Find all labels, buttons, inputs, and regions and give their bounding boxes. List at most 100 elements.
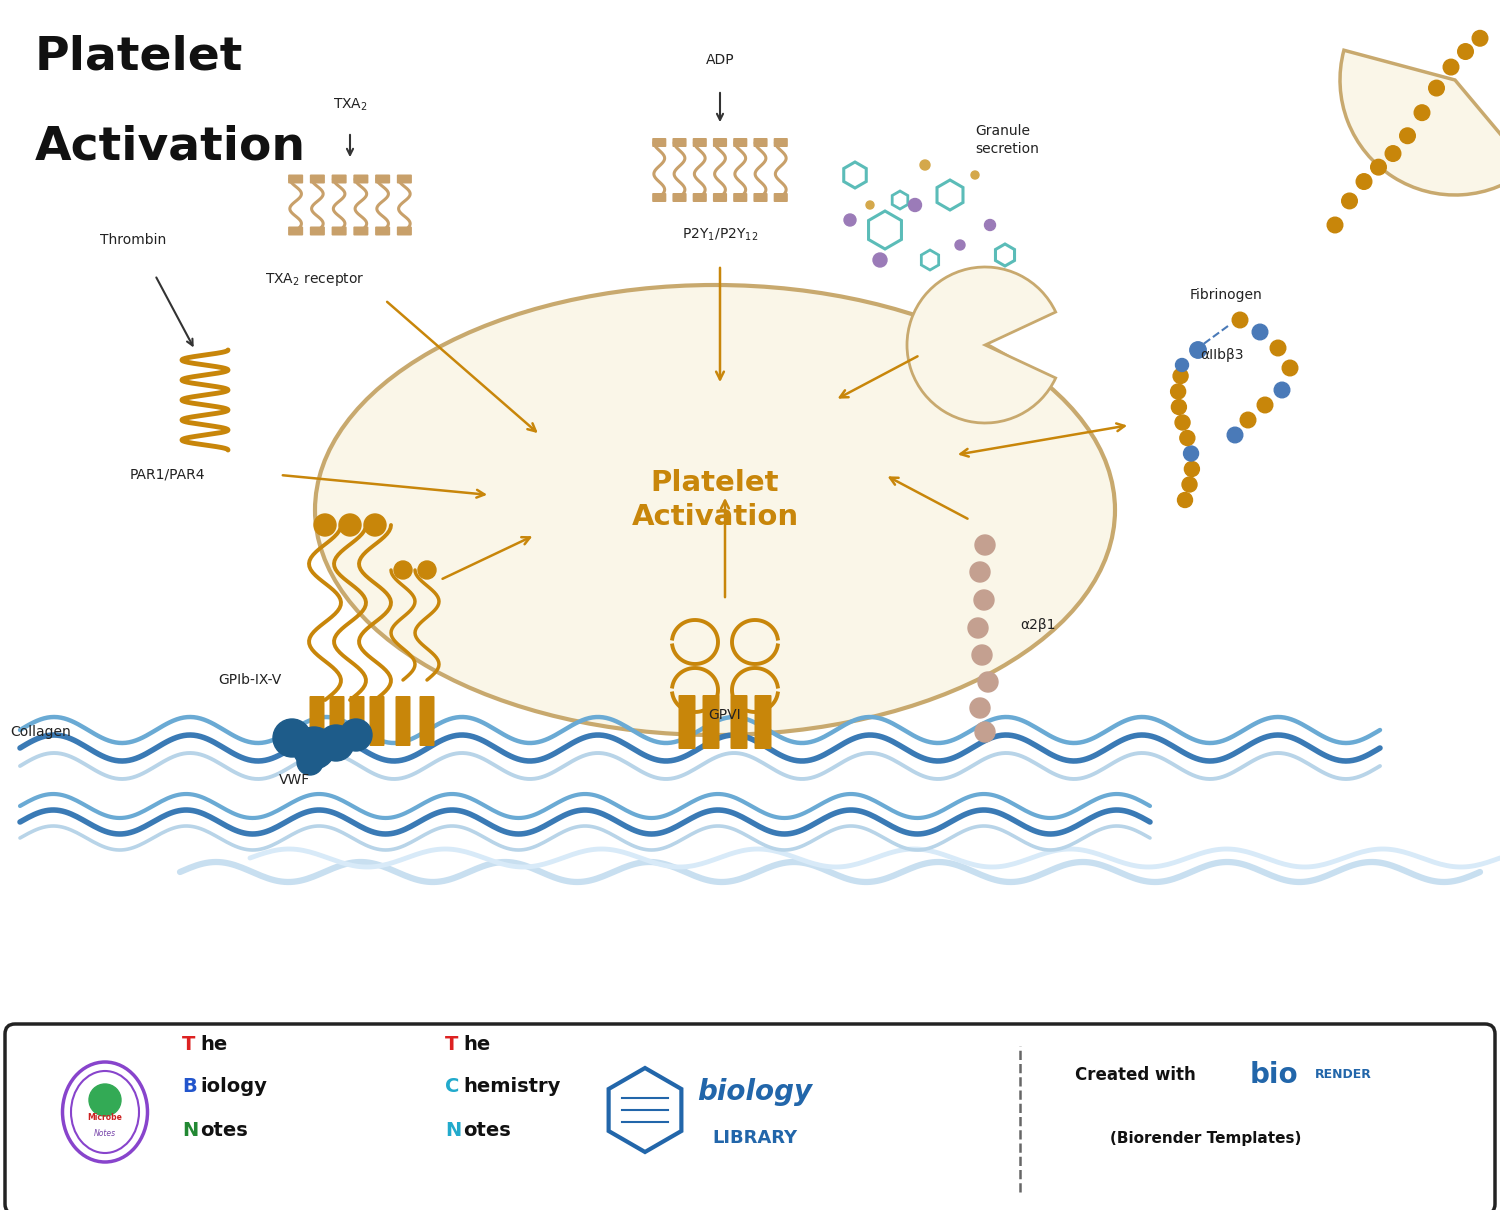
FancyBboxPatch shape [693, 194, 706, 202]
Circle shape [970, 561, 990, 582]
Text: C: C [446, 1077, 459, 1096]
Circle shape [970, 171, 980, 179]
FancyBboxPatch shape [420, 696, 435, 747]
Circle shape [873, 253, 886, 267]
Circle shape [1232, 312, 1248, 328]
FancyBboxPatch shape [310, 174, 326, 184]
Circle shape [1472, 30, 1488, 46]
FancyBboxPatch shape [309, 696, 324, 747]
Circle shape [975, 722, 994, 742]
Text: Platelet
Activation: Platelet Activation [632, 468, 798, 531]
Circle shape [314, 514, 336, 536]
FancyBboxPatch shape [774, 138, 788, 146]
Circle shape [1328, 218, 1342, 232]
FancyBboxPatch shape [310, 226, 326, 236]
Text: αIIbβ3: αIIbβ3 [1200, 348, 1243, 362]
Text: GPIb-IX-V: GPIb-IX-V [219, 673, 282, 687]
Circle shape [339, 514, 362, 536]
FancyBboxPatch shape [398, 174, 412, 184]
FancyBboxPatch shape [330, 696, 345, 747]
Ellipse shape [63, 1062, 147, 1162]
Circle shape [909, 198, 921, 212]
Circle shape [1257, 397, 1274, 413]
Text: Platelet: Platelet [34, 35, 243, 80]
FancyBboxPatch shape [753, 194, 768, 202]
Text: bio: bio [1250, 1061, 1299, 1089]
Text: otes: otes [464, 1120, 510, 1140]
Text: he: he [464, 1035, 490, 1054]
Text: B: B [182, 1077, 196, 1096]
Circle shape [984, 219, 996, 230]
FancyBboxPatch shape [375, 174, 390, 184]
Text: iology: iology [200, 1077, 267, 1096]
Circle shape [1174, 415, 1190, 430]
Circle shape [1172, 399, 1186, 415]
FancyBboxPatch shape [4, 1024, 1496, 1210]
Text: GPVI: GPVI [708, 708, 741, 722]
Circle shape [1180, 431, 1196, 445]
FancyBboxPatch shape [350, 696, 364, 747]
Text: PAR1/PAR4: PAR1/PAR4 [130, 468, 206, 482]
Circle shape [273, 719, 310, 757]
FancyBboxPatch shape [375, 226, 390, 236]
FancyBboxPatch shape [774, 194, 788, 202]
Ellipse shape [315, 286, 1114, 734]
Circle shape [1176, 358, 1188, 371]
Text: Microbe: Microbe [87, 1112, 123, 1122]
FancyBboxPatch shape [354, 174, 369, 184]
Circle shape [1414, 105, 1430, 121]
Circle shape [1270, 340, 1286, 356]
Circle shape [968, 618, 988, 638]
Circle shape [1227, 427, 1244, 443]
Text: otes: otes [200, 1120, 248, 1140]
Circle shape [394, 561, 412, 580]
Text: hemistry: hemistry [464, 1077, 561, 1096]
Text: α2β1: α2β1 [1020, 618, 1056, 632]
Circle shape [972, 645, 992, 666]
FancyBboxPatch shape [332, 174, 346, 184]
Circle shape [970, 698, 990, 718]
Text: Activation: Activation [34, 125, 306, 169]
Text: Created with: Created with [1076, 1066, 1196, 1084]
Circle shape [1178, 492, 1192, 507]
Circle shape [1182, 477, 1197, 492]
Circle shape [1356, 174, 1372, 189]
Circle shape [1170, 384, 1185, 399]
Circle shape [1341, 194, 1358, 209]
Text: VWF: VWF [279, 773, 310, 787]
FancyBboxPatch shape [734, 194, 747, 202]
Circle shape [1282, 361, 1298, 376]
Circle shape [1371, 160, 1386, 175]
Circle shape [974, 590, 994, 610]
FancyBboxPatch shape [693, 138, 706, 146]
FancyBboxPatch shape [678, 695, 696, 749]
Circle shape [1185, 461, 1200, 477]
FancyBboxPatch shape [730, 695, 747, 749]
FancyBboxPatch shape [672, 138, 687, 146]
Wedge shape [908, 267, 1056, 424]
Circle shape [1184, 446, 1198, 461]
FancyBboxPatch shape [354, 226, 369, 236]
Circle shape [1443, 59, 1460, 75]
FancyBboxPatch shape [712, 194, 728, 202]
Text: he: he [200, 1035, 228, 1054]
Text: RENDER: RENDER [1316, 1068, 1372, 1082]
Text: TXA$_2$ receptor: TXA$_2$ receptor [266, 271, 364, 288]
FancyBboxPatch shape [288, 226, 303, 236]
Text: Collagen: Collagen [10, 725, 70, 739]
Circle shape [1190, 341, 1206, 358]
FancyBboxPatch shape [398, 226, 412, 236]
Circle shape [292, 727, 334, 770]
Circle shape [88, 1084, 122, 1116]
Circle shape [865, 201, 874, 209]
Text: Fibrinogen: Fibrinogen [1190, 288, 1263, 302]
Circle shape [297, 749, 322, 774]
FancyBboxPatch shape [332, 226, 346, 236]
FancyBboxPatch shape [396, 696, 411, 747]
Text: P2Y$_1$/P2Y$_{12}$: P2Y$_1$/P2Y$_{12}$ [682, 226, 758, 243]
Circle shape [1173, 369, 1188, 384]
Text: TXA$_2$: TXA$_2$ [333, 97, 368, 114]
Text: biology: biology [698, 1078, 813, 1106]
Circle shape [1274, 382, 1290, 398]
FancyBboxPatch shape [652, 194, 666, 202]
